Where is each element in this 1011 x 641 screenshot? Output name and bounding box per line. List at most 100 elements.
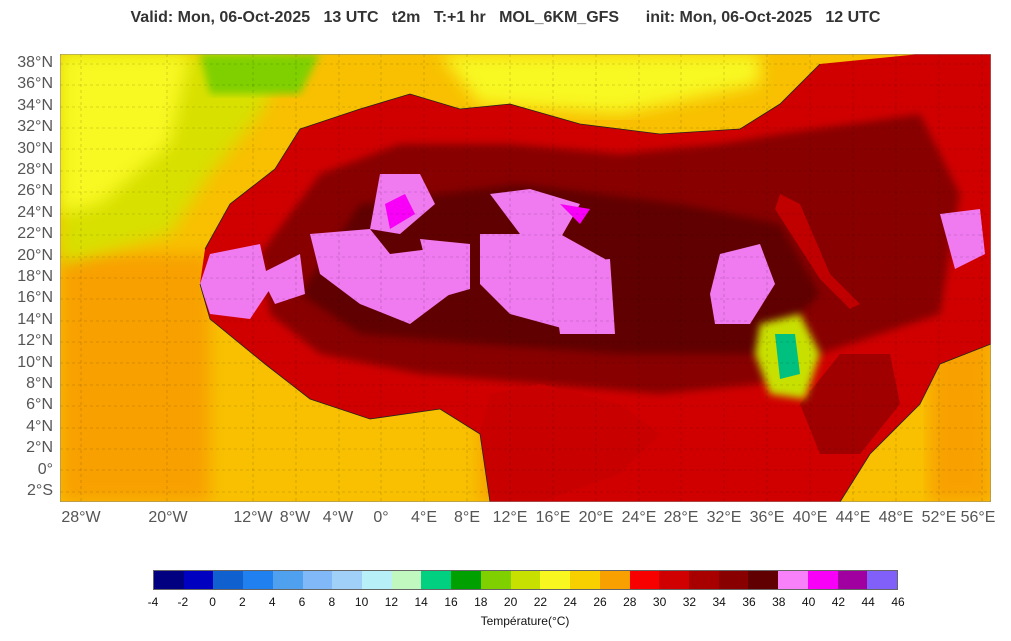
colorbar-swatch bbox=[302, 571, 333, 589]
lon-tick-label: 28°W bbox=[61, 509, 101, 526]
colorbar-swatch bbox=[183, 571, 214, 589]
lat-tick-label: 6°N bbox=[26, 396, 53, 414]
colorbar-swatch bbox=[867, 571, 897, 589]
colorbar-tick-label: 44 bbox=[861, 595, 875, 609]
colorbar-swatch bbox=[391, 571, 422, 589]
lon-tick-label: 16°E bbox=[535, 509, 571, 526]
lat-tick-label: 22°N bbox=[17, 225, 53, 243]
colorbar-swatch bbox=[510, 571, 541, 589]
colorbar-swatch bbox=[213, 571, 244, 589]
lat-tick-label: 2°N bbox=[26, 439, 53, 457]
colorbar-tick-label: 34 bbox=[712, 595, 726, 609]
colorbar-tick-label: 18 bbox=[474, 595, 488, 609]
lat-tick-label: 16°N bbox=[17, 289, 53, 307]
colorbar-tick-label: 10 bbox=[354, 595, 369, 609]
colorbar-swatch bbox=[421, 571, 452, 589]
colorbar-swatch bbox=[837, 571, 868, 589]
colorbar-tick-label: 36 bbox=[742, 595, 756, 609]
lon-tick-label: 8°E bbox=[454, 509, 480, 526]
colorbar-tick-label: 16 bbox=[444, 595, 458, 609]
colorbar-tick-label: 14 bbox=[414, 595, 428, 609]
lon-tick-label: 32°E bbox=[706, 509, 742, 526]
colorbar-tick-label: 30 bbox=[652, 595, 667, 609]
lon-tick-label: 4°W bbox=[322, 509, 354, 526]
lon-tick-label: 28°E bbox=[663, 509, 699, 526]
colorbar-tick-label: 38 bbox=[772, 595, 786, 609]
colorbar-tick-label: -2 bbox=[177, 595, 189, 609]
lat-tick-label: 38°N bbox=[17, 54, 53, 71]
colorbar-tick-label: 22 bbox=[533, 595, 548, 609]
colorbar-swatch bbox=[718, 571, 749, 589]
colorbar-tick-label: 24 bbox=[563, 595, 577, 609]
red-sea bbox=[775, 194, 860, 309]
colorbar-tick-label: -4 bbox=[147, 595, 159, 609]
lon-tick-label: 44°E bbox=[835, 509, 871, 526]
lon-tick-label: 12°E bbox=[492, 509, 528, 526]
lat-tick-label: 18°N bbox=[17, 268, 53, 285]
lon-tick-label: 12°W bbox=[233, 509, 273, 526]
lat-tick-label: 4°N bbox=[26, 417, 53, 435]
colorbar-swatch bbox=[362, 571, 392, 589]
lat-tick-label: 2°S bbox=[27, 482, 53, 499]
lon-tick-label: 0° bbox=[373, 509, 389, 526]
colorbar-swatch bbox=[599, 571, 630, 589]
colorbar-tick-label: 46 bbox=[891, 595, 905, 609]
colorbar-swatch bbox=[451, 571, 481, 589]
lat-tick-label: 12°N bbox=[17, 332, 53, 350]
colorbar-tick-label: 20 bbox=[503, 595, 518, 609]
colorbar-tick-label: 6 bbox=[298, 595, 306, 609]
colorbar-swatch bbox=[629, 571, 660, 589]
lat-tick-label: 36°N bbox=[17, 75, 53, 93]
lon-tick-label: 48°E bbox=[878, 509, 914, 526]
colorbar-swatch bbox=[243, 571, 273, 589]
lat-tick-label: 28°N bbox=[17, 161, 53, 178]
lon-tick-label: 4°E bbox=[411, 509, 437, 526]
colorbar-tick-label: 8 bbox=[328, 595, 336, 609]
colorbar-tick-label: 32 bbox=[682, 595, 697, 609]
lat-tick-label: 34°N bbox=[17, 96, 53, 114]
lat-tick-label: 24°N bbox=[17, 203, 53, 221]
lat-tick-label: 0° bbox=[37, 460, 53, 478]
coastline bbox=[199, 63, 991, 502]
colorbar-tick-label: 0 bbox=[209, 595, 216, 609]
lon-tick-label: 24°E bbox=[621, 509, 657, 526]
colorbar-swatch bbox=[570, 571, 600, 589]
peak-spots bbox=[385, 194, 590, 229]
lat-tick-label: 10°N bbox=[17, 353, 53, 371]
lon-tick-label: 40°E bbox=[792, 509, 828, 526]
colorbar-tick-label: 12 bbox=[384, 595, 399, 609]
lon-tick-label: 20°E bbox=[578, 509, 614, 526]
lon-tick-label: 52°E bbox=[921, 509, 957, 526]
colorbar-tick-label: 2 bbox=[239, 595, 246, 609]
colorbar-swatch bbox=[778, 571, 808, 589]
colorbar-swatch bbox=[540, 571, 571, 589]
lon-tick-label: 56°E bbox=[960, 509, 996, 526]
colorbar-swatch bbox=[688, 571, 719, 589]
lon-tick-label: 20°W bbox=[148, 509, 188, 526]
temperature-map bbox=[60, 54, 991, 502]
colorbar-swatch bbox=[272, 571, 303, 589]
colorbar-swatch bbox=[807, 571, 838, 589]
colorbar-swatch bbox=[154, 571, 184, 589]
colorbar-tick-label: 28 bbox=[623, 595, 637, 609]
map-title: Valid: Mon, 06-Oct-2025 13 UTC t2m T:+1 … bbox=[130, 9, 881, 26]
lat-tick-label: 14°N bbox=[17, 310, 53, 328]
lon-tick-label: 36°E bbox=[749, 509, 785, 526]
graticule bbox=[60, 54, 991, 502]
colorbar-tick-label: 42 bbox=[831, 595, 846, 609]
lat-tick-label: 26°N bbox=[17, 182, 53, 200]
colorbar-label: Température(°C) bbox=[480, 614, 570, 628]
colorbar-tick-label: 4 bbox=[268, 595, 276, 609]
colorbar-swatch bbox=[332, 571, 363, 589]
colorbar-swatch bbox=[480, 571, 511, 589]
hot-spots bbox=[200, 174, 985, 334]
colorbar-tick-label: 26 bbox=[593, 595, 607, 609]
colorbar-swatch bbox=[659, 571, 689, 589]
colorbar bbox=[153, 570, 898, 590]
lat-tick-label: 32°N bbox=[17, 118, 53, 136]
lat-tick-label: 20°N bbox=[17, 246, 53, 264]
lat-tick-label: 8°N bbox=[26, 375, 53, 392]
colorbar-tick-label: 40 bbox=[801, 595, 816, 609]
colorbar-swatch bbox=[748, 571, 779, 589]
lat-tick-label: 30°N bbox=[17, 139, 53, 157]
